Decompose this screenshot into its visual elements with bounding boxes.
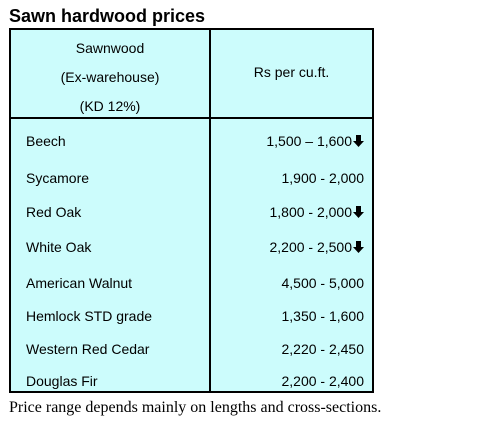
wood-name: Red Oak [26, 204, 82, 220]
price-range-text: 4,500 - 5,000 [281, 275, 364, 291]
price-range: 2,200 - 2,400 [281, 371, 364, 391]
wood-name: Douglas Fir [26, 373, 98, 389]
price-range: 2,220 - 2,450 [281, 339, 364, 359]
column-divider [209, 28, 211, 393]
header-line: (KD 12%) [79, 98, 141, 114]
wood-name: Beech [26, 133, 66, 149]
down-arrow-icon [353, 241, 364, 253]
price-range: 1,350 - 1,600 [281, 306, 364, 326]
price-range-text: 1,350 - 1,600 [281, 308, 364, 324]
price-range-text: 1,500 – 1,600 [266, 133, 352, 149]
wood-name: Sycamore [26, 170, 90, 186]
footnote: Price range depends mainly on lengths an… [9, 399, 382, 416]
wood-name: Hemlock STD grade [26, 308, 153, 324]
price-range-text: 2,220 - 2,450 [281, 341, 364, 357]
price-range: 2,200 - 2,500 [269, 237, 364, 257]
header-divider [9, 117, 374, 119]
wood-name: American Walnut [26, 275, 133, 291]
price-range: 1,800 - 2,000 [269, 202, 364, 222]
header-line: (Ex-warehouse) [60, 69, 160, 85]
wood-name: Western Red Cedar [26, 341, 150, 357]
price-range: 1,500 – 1,600 [266, 131, 364, 151]
price-table [9, 28, 374, 393]
price-range-text: 1,800 - 2,000 [269, 204, 352, 220]
price-range-text: 2,200 - 2,400 [281, 373, 364, 389]
page-title: Sawn hardwood prices [9, 6, 206, 26]
price-range: 4,500 - 5,000 [281, 273, 364, 293]
header-sawnwood: Sawnwood (Ex-warehouse) (KD 12%) [11, 34, 209, 121]
price-range-text: 2,200 - 2,500 [269, 239, 352, 255]
price-range-text: 1,900 - 2,000 [281, 170, 364, 186]
wood-name: White Oak [26, 239, 92, 255]
down-arrow-icon [353, 135, 364, 147]
header-price-unit: Rs per cu.ft. [253, 64, 330, 80]
price-range: 1,900 - 2,000 [281, 168, 364, 188]
header-line: Sawnwood [75, 40, 145, 56]
down-arrow-icon [353, 206, 364, 218]
